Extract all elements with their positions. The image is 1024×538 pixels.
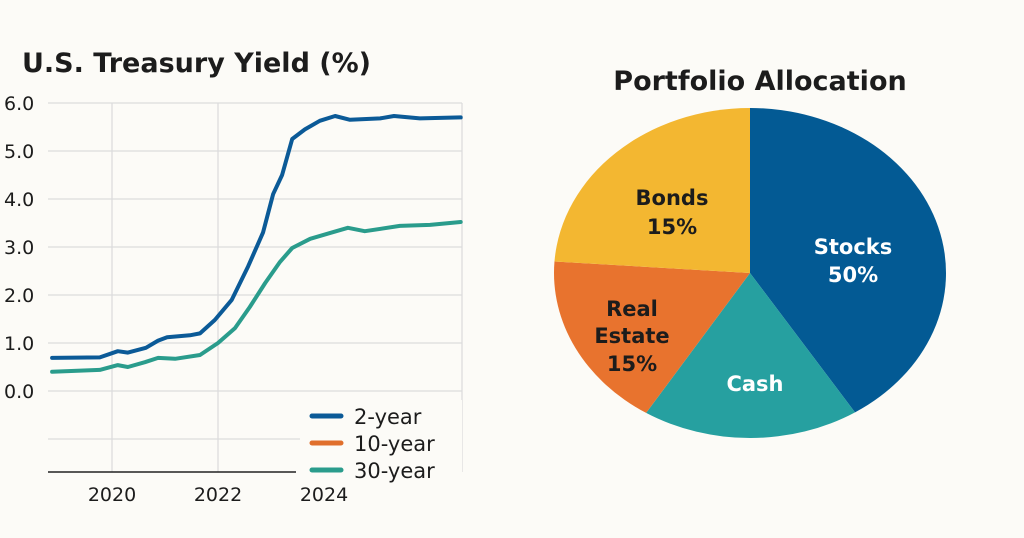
y-tick-label: 4.0 [4, 189, 34, 211]
y-tick-labels: 6.0 5.0 4.0 3.0 2.0 1.0 0.0 [4, 93, 34, 403]
pie-labels: Stocks 50% Cash Real Estate 15% Bonds 15% [594, 186, 892, 396]
y-tick-label: 2.0 [4, 285, 34, 307]
y-tick-label: 6.0 [4, 93, 34, 115]
legend-label: 2-year [354, 405, 422, 429]
x-tick-label: 2020 [88, 484, 136, 506]
legend: 2-year 10-year 30-year [300, 400, 462, 486]
y-tick-label: 1.0 [4, 333, 34, 355]
y-tick-label: 0.0 [4, 381, 34, 403]
gridlines [48, 102, 463, 473]
x-tick-label: 2022 [194, 484, 242, 506]
pie-label-name: Cash [726, 372, 783, 396]
y-tick-label: 3.0 [4, 237, 34, 259]
pie-slice-real-estate [553, 261, 750, 413]
pie-slice-cash [646, 273, 856, 438]
y-tick-label: 5.0 [4, 141, 34, 163]
legend-label: 30-year [354, 459, 435, 483]
pie-slice-bonds [554, 108, 750, 273]
pie-slices [553, 108, 946, 438]
pie-slice-stocks [750, 108, 946, 413]
line-chart-title: U.S. Treasury Yield (%) [22, 48, 371, 79]
series-line-2-year [50, 114, 463, 360]
x-tick-label: 2024 [300, 484, 348, 506]
pie-label-name: Real [606, 297, 658, 321]
pie-label-name: Estate [594, 324, 669, 348]
pie-label-value: 15% [607, 352, 657, 376]
pie-label-value: 15% [647, 215, 697, 239]
series-line-30-year [50, 220, 463, 374]
x-tick-labels: 2020 2022 2024 [88, 484, 348, 506]
pie-label-value: 50% [828, 263, 878, 287]
pie-label-name: Stocks [814, 235, 893, 259]
series-lines [50, 114, 463, 374]
legend-label: 10-year [354, 432, 435, 456]
pie-label-name: Bonds [636, 186, 709, 210]
pie-chart-title: Portfolio Allocation [613, 66, 906, 97]
